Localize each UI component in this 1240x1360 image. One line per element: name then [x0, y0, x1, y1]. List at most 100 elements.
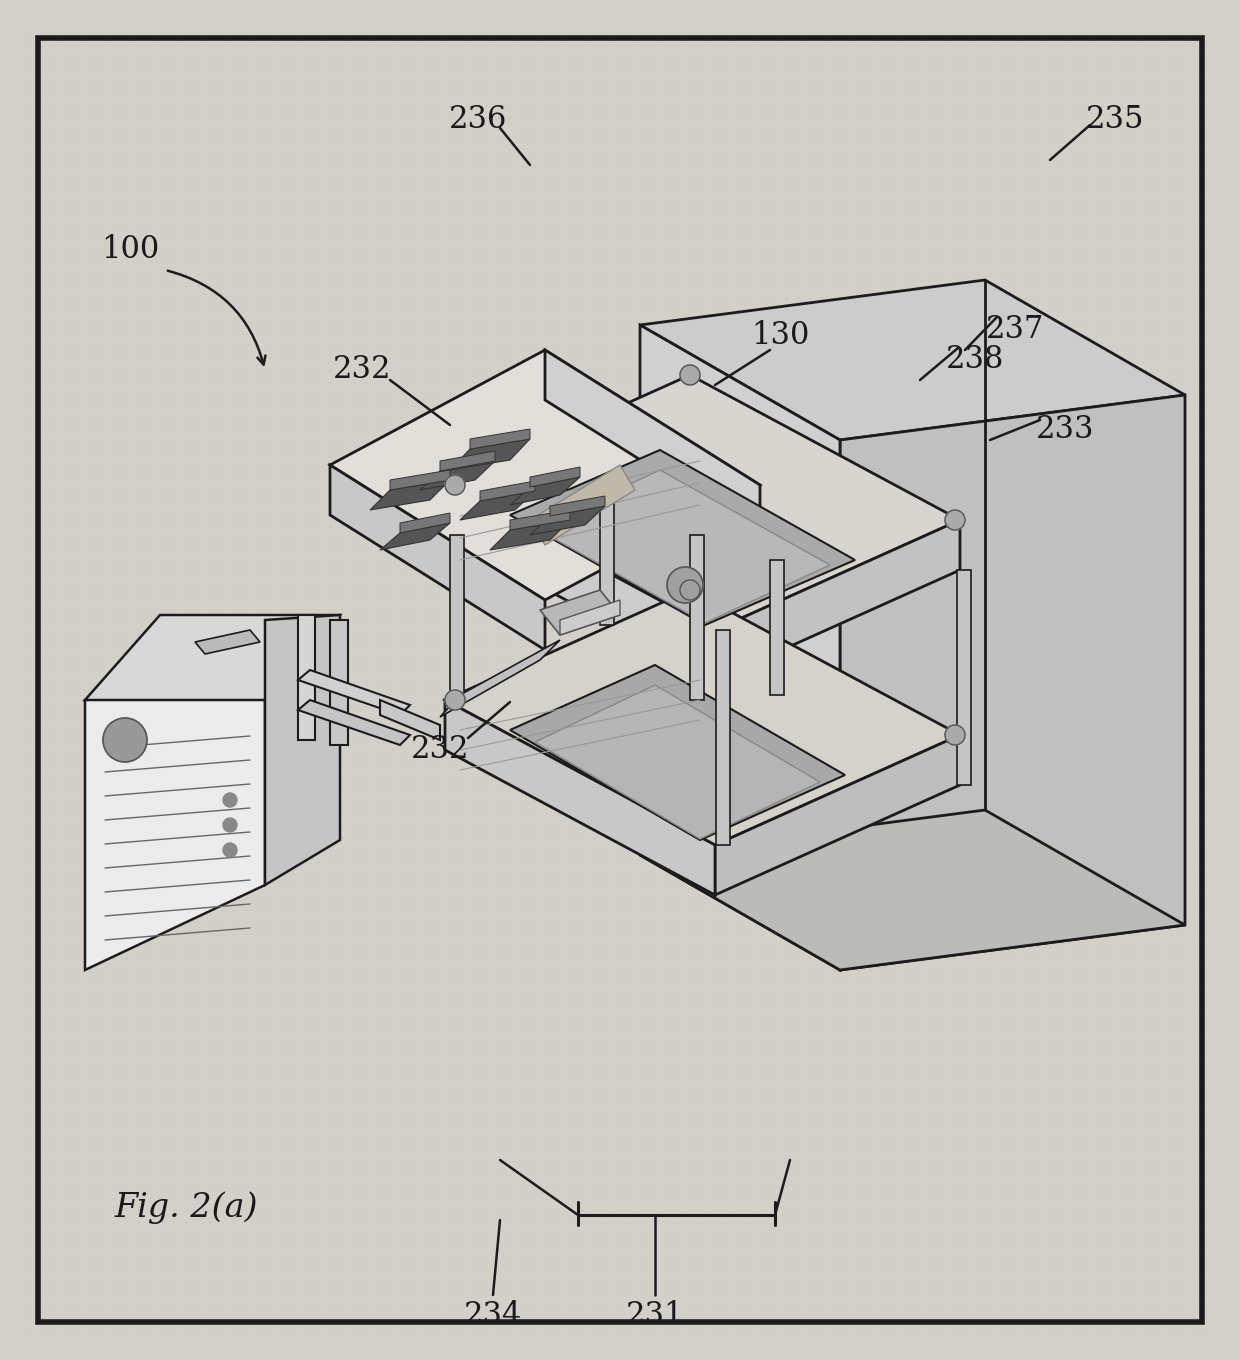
- Point: [680, 239, 699, 261]
- Point: [356, 167, 376, 189]
- Point: [812, 851, 832, 873]
- Point: [632, 1247, 652, 1269]
- Point: [464, 839, 484, 861]
- Point: [572, 755, 591, 777]
- Point: [404, 83, 424, 105]
- Point: [1087, 528, 1107, 549]
- Point: [753, 275, 773, 296]
- Point: [404, 804, 424, 826]
- Point: [1016, 1055, 1035, 1077]
- Point: [20, 959, 40, 981]
- Point: [128, 324, 148, 345]
- Point: [861, 1187, 880, 1209]
- Point: [548, 58, 568, 80]
- Point: [343, 335, 363, 356]
- Point: [1028, 155, 1048, 177]
- Point: [632, 996, 652, 1017]
- Point: [836, 396, 856, 418]
- Point: [920, 1212, 940, 1234]
- Point: [825, 1282, 844, 1304]
- Point: [789, 767, 808, 789]
- Point: [453, 407, 472, 428]
- Point: [596, 732, 616, 753]
- Point: [500, 635, 520, 657]
- Point: [825, 1055, 844, 1077]
- Point: [836, 839, 856, 861]
- Point: [753, 539, 773, 560]
- Point: [464, 1019, 484, 1040]
- Point: [920, 1307, 940, 1329]
- Point: [776, 923, 796, 945]
- Point: [92, 1043, 112, 1065]
- Point: [212, 1068, 232, 1089]
- Point: [776, 732, 796, 753]
- Point: [608, 503, 627, 525]
- Point: [200, 792, 219, 813]
- Point: [417, 600, 436, 622]
- Point: [308, 120, 327, 141]
- Point: [897, 1140, 916, 1161]
- Point: [968, 503, 988, 525]
- Point: [968, 311, 988, 333]
- Point: [1184, 1200, 1204, 1221]
- Point: [200, 347, 219, 369]
- Point: [140, 324, 160, 345]
- Point: [128, 851, 148, 873]
- Point: [404, 491, 424, 513]
- Point: [1125, 695, 1145, 717]
- Point: [284, 407, 304, 428]
- Point: [656, 252, 676, 273]
- Point: [381, 660, 401, 681]
- Point: [428, 167, 448, 189]
- Point: [332, 1068, 352, 1089]
- Point: [1004, 647, 1024, 669]
- Point: [296, 1055, 316, 1077]
- Point: [476, 971, 496, 993]
- Point: [920, 456, 940, 477]
- Point: [1052, 792, 1071, 813]
- Point: [1052, 456, 1071, 477]
- Point: [548, 1008, 568, 1030]
- Point: [153, 660, 172, 681]
- Point: [332, 563, 352, 585]
- Point: [332, 528, 352, 549]
- Point: [1004, 1043, 1024, 1065]
- Point: [500, 311, 520, 333]
- Point: [692, 1259, 712, 1281]
- Point: [128, 1307, 148, 1329]
- Point: [1052, 1282, 1071, 1304]
- Point: [104, 347, 124, 369]
- Point: [776, 779, 796, 801]
- Point: [812, 839, 832, 861]
- Point: [908, 1200, 928, 1221]
- Point: [512, 155, 532, 177]
- Point: [968, 396, 988, 418]
- Point: [417, 1031, 436, 1053]
- Point: [932, 804, 952, 826]
- Point: [32, 792, 52, 813]
- Point: [536, 1127, 556, 1149]
- Point: [32, 35, 52, 57]
- Point: [32, 275, 52, 296]
- Point: [489, 670, 508, 692]
- Point: [1172, 1200, 1192, 1221]
- Point: [980, 262, 999, 284]
- Point: [1100, 551, 1120, 573]
- Point: [404, 563, 424, 585]
- Point: [1197, 827, 1216, 849]
- Point: [343, 419, 363, 441]
- Point: [1184, 262, 1204, 284]
- Point: [140, 58, 160, 80]
- Point: [320, 732, 340, 753]
- Point: [260, 755, 280, 777]
- Point: [1076, 1187, 1096, 1209]
- Point: [715, 443, 735, 465]
- Point: [932, 1175, 952, 1197]
- Point: [704, 275, 724, 296]
- Point: [343, 1043, 363, 1065]
- Point: [1136, 923, 1156, 945]
- Point: [728, 1068, 748, 1089]
- Point: [248, 384, 268, 405]
- Point: [1028, 120, 1048, 141]
- Point: [296, 1319, 316, 1341]
